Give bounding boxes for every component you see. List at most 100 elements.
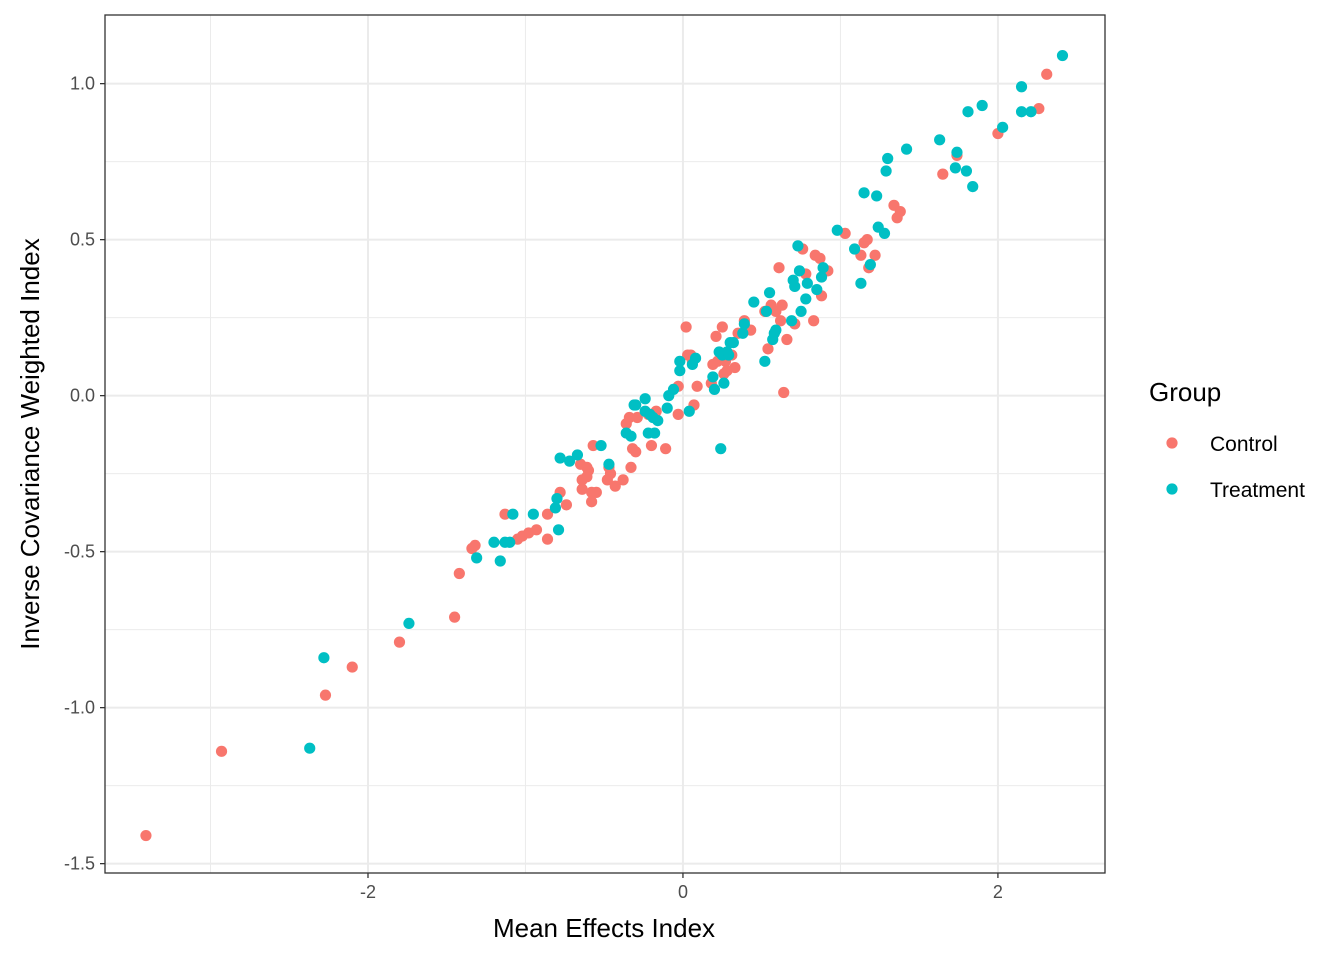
- y-tick-label: 0.5: [70, 230, 95, 250]
- legend-label-control: Control: [1210, 433, 1278, 456]
- axis-ticks: [100, 82, 999, 878]
- point-control: [869, 249, 881, 261]
- point-control: [576, 483, 588, 495]
- point-treatment: [723, 349, 735, 361]
- point-control: [469, 539, 481, 552]
- point-control: [587, 439, 599, 452]
- point-treatment: [951, 146, 963, 158]
- point-control: [582, 464, 595, 477]
- plot-panel-border: [104, 14, 1106, 874]
- point-treatment: [727, 337, 739, 349]
- point-control: [861, 234, 873, 246]
- point-treatment: [811, 283, 823, 296]
- point-treatment: [967, 181, 979, 193]
- point-treatment: [864, 259, 876, 271]
- legend-key-treatment: [1166, 483, 1178, 495]
- point-control: [449, 611, 461, 623]
- y-axis-title: Inverse Covariance Weighted Index: [15, 238, 45, 649]
- point-control: [590, 486, 602, 498]
- point-control: [530, 524, 543, 536]
- major-gridlines: [105, 15, 1105, 873]
- point-treatment: [800, 293, 812, 305]
- point-treatment: [661, 402, 673, 414]
- point-control: [808, 315, 820, 327]
- point-control: [215, 745, 228, 757]
- point-treatment: [737, 327, 749, 339]
- point-control: [660, 443, 672, 455]
- point-treatment: [674, 355, 686, 367]
- point-treatment: [880, 165, 892, 177]
- point-treatment: [1015, 106, 1028, 118]
- point-control: [604, 468, 617, 480]
- point-treatment: [878, 227, 891, 239]
- point-control: [560, 499, 573, 511]
- legend-label-treatment: Treatment: [1210, 479, 1305, 502]
- point-control: [781, 333, 793, 346]
- point-treatment: [960, 165, 973, 177]
- point-treatment: [552, 524, 565, 536]
- point-treatment: [318, 652, 330, 664]
- point-treatment: [738, 318, 750, 330]
- point-treatment: [900, 143, 913, 155]
- point-control: [778, 386, 790, 399]
- point-treatment: [962, 106, 974, 118]
- point-treatment: [997, 121, 1009, 133]
- point-treatment: [507, 508, 519, 520]
- point-treatment: [304, 742, 316, 754]
- point-treatment: [786, 315, 798, 327]
- point-control: [710, 330, 722, 342]
- point-control: [776, 299, 788, 311]
- point-treatment: [625, 430, 637, 442]
- point-treatment: [793, 265, 806, 277]
- point-treatment: [792, 240, 804, 252]
- point-treatment: [554, 452, 566, 464]
- point-treatment: [882, 152, 894, 165]
- point-control: [541, 533, 554, 545]
- point-treatment: [1025, 106, 1037, 118]
- point-control: [1041, 68, 1053, 80]
- point-control: [346, 661, 358, 673]
- point-control: [814, 252, 826, 264]
- point-treatment: [759, 355, 771, 367]
- axis-tick-labels: -2 0 2 -1.5 -1.0 -0.5 0.0 0.5 1.0: [64, 74, 1003, 902]
- point-control: [625, 461, 637, 473]
- y-tick-label: -1.0: [64, 698, 95, 718]
- point-treatment: [976, 99, 988, 112]
- point-control: [645, 439, 658, 452]
- point-treatment: [748, 296, 760, 308]
- point-control: [894, 205, 906, 218]
- point-control: [762, 343, 774, 355]
- point-treatment: [763, 287, 776, 299]
- point-treatment: [630, 399, 642, 411]
- point-treatment: [707, 371, 719, 383]
- point-treatment: [674, 365, 686, 377]
- point-control: [937, 168, 949, 180]
- point-treatment: [871, 190, 883, 202]
- point-control: [774, 315, 787, 327]
- point-treatment: [571, 449, 584, 461]
- point-control: [586, 496, 598, 508]
- point-treatment: [639, 393, 651, 405]
- legend: Group Control Treatment: [1149, 377, 1305, 502]
- point-control: [631, 411, 643, 424]
- point-treatment: [760, 305, 773, 317]
- point-treatment: [858, 187, 870, 199]
- point-treatment: [527, 508, 539, 520]
- x-tick-label: -2: [360, 882, 376, 902]
- point-control: [609, 480, 621, 492]
- point-treatment: [652, 415, 664, 427]
- point-treatment: [949, 162, 961, 174]
- point-treatment: [551, 493, 563, 505]
- point-treatment: [715, 443, 727, 455]
- point-treatment: [563, 455, 576, 467]
- point-treatment: [817, 262, 829, 274]
- legend-key-control: [1166, 437, 1178, 449]
- point-treatment: [855, 277, 867, 289]
- point-treatment: [595, 439, 607, 452]
- y-tick-label: 1.0: [70, 74, 95, 94]
- point-control: [140, 829, 152, 842]
- point-treatment: [849, 243, 861, 255]
- point-control: [319, 689, 332, 701]
- point-control: [541, 508, 554, 520]
